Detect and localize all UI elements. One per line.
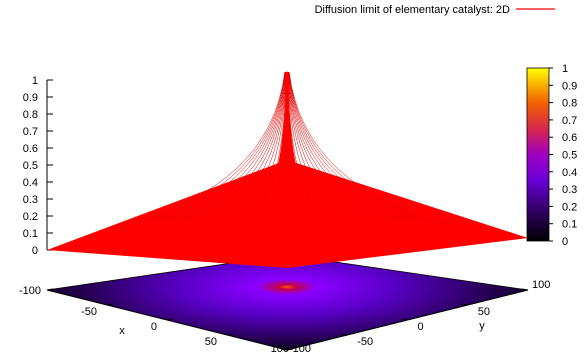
surface-mesh-line: [288, 71, 453, 225]
colorbar-tick-label: 0.7: [562, 115, 577, 127]
surface-mesh-line: [135, 71, 286, 224]
surface-mesh-line: [214, 71, 287, 216]
colorbar-tick-label: 0.3: [562, 184, 577, 196]
surface-mesh-line: [148, 71, 286, 223]
surface-mesh-line: [161, 71, 286, 221]
colorbar-tick-label: 0.1: [562, 219, 577, 231]
legend-label: Diffusion limit of elementary catalyst: …: [315, 4, 510, 16]
y-axis-ticks: -100 -50 0 50 100: [280, 279, 550, 355]
x-tick-label: 50: [205, 336, 217, 348]
surface-mesh-line: [288, 71, 387, 219]
x-tick-mark: [226, 333, 234, 336]
y-tick-label: 50: [478, 306, 490, 318]
surface-mesh-line: [287, 71, 360, 216]
surface-mesh-line: [288, 71, 413, 221]
y-tick-mark: [461, 303, 468, 306]
y-tick-mark: [280, 348, 288, 351]
y-tick-label: 100: [532, 279, 550, 291]
surface-peak: [252, 71, 322, 209]
x-tick-label: 0: [151, 321, 157, 333]
colorbar-tick-label: 0.9: [562, 80, 577, 92]
colorbar-ticks: 0 0.1 0.2 0.3 0.4 0.5 0.6 0.7 0.8 0.9 1: [549, 63, 577, 248]
z-tick-label: 1: [32, 75, 38, 87]
x-tick-mark: [106, 303, 114, 306]
colorbar-tick-label: 0.5: [562, 150, 577, 162]
surface-mesh-line: [121, 71, 286, 225]
surface-mesh-line: [201, 71, 287, 217]
surface-mesh-line: [288, 71, 400, 220]
colorbar-tick-label: 1: [562, 63, 568, 75]
x-axis-label: x: [119, 325, 125, 337]
y-tick-mark: [521, 288, 529, 291]
surface-plane: [47, 160, 528, 268]
colorbar-tick-label: 0.2: [562, 201, 577, 213]
x-axis-ticks: -100 -50 0 50 100: [19, 285, 294, 355]
colorbar-tick-label: 0: [562, 236, 568, 248]
colorbar-tick-label: 0.4: [562, 167, 577, 179]
x-tick-mark: [46, 288, 54, 291]
z-tick-label: 0.5: [23, 160, 38, 172]
x-tick-mark: [166, 318, 174, 321]
z-tick-label: 0: [32, 245, 38, 257]
surface-mesh-line: [288, 71, 439, 224]
x-tick-label: -50: [81, 306, 97, 318]
y-tick-label: -50: [357, 336, 373, 348]
x-tick-label: -100: [19, 285, 41, 297]
surface-mesh-line: [287, 71, 334, 213]
surface-mesh-line: [288, 71, 426, 223]
surface-mesh-line: [227, 71, 287, 215]
y-axis-label: y: [479, 320, 485, 332]
surface-mesh-line: [174, 71, 286, 220]
y-tick-label: -100: [289, 343, 311, 355]
y-tick-label: 0: [418, 321, 424, 333]
z-tick-label: 0.8: [23, 109, 38, 121]
z-tick-label: 0.1: [23, 228, 38, 240]
surface-mesh-line: [240, 71, 287, 213]
surface-mesh-line: [287, 71, 373, 217]
surface-mesh-line: [187, 71, 286, 219]
colorbar: [526, 67, 550, 242]
z-tick-label: 0.4: [23, 177, 38, 189]
z-tick-label: 0.9: [23, 92, 38, 104]
surface-mesh-line: [287, 71, 347, 215]
colorbar-tick-label: 0.6: [562, 132, 577, 144]
x-tick-label: 100: [271, 343, 289, 355]
z-axis-ticks: 0 0.1 0.2 0.3 0.4 0.5 0.6 0.7 0.8 0.9 1: [23, 75, 53, 257]
y-tick-mark: [341, 333, 348, 336]
z-tick-label: 0.2: [23, 211, 38, 223]
z-tick-label: 0.7: [23, 126, 38, 138]
z-tick-label: 0.3: [23, 194, 38, 206]
y-tick-mark: [401, 318, 408, 321]
colorbar-tick-label: 0.8: [562, 98, 577, 110]
x-tick-mark: [286, 348, 294, 351]
z-tick-label: 0.6: [23, 143, 38, 155]
